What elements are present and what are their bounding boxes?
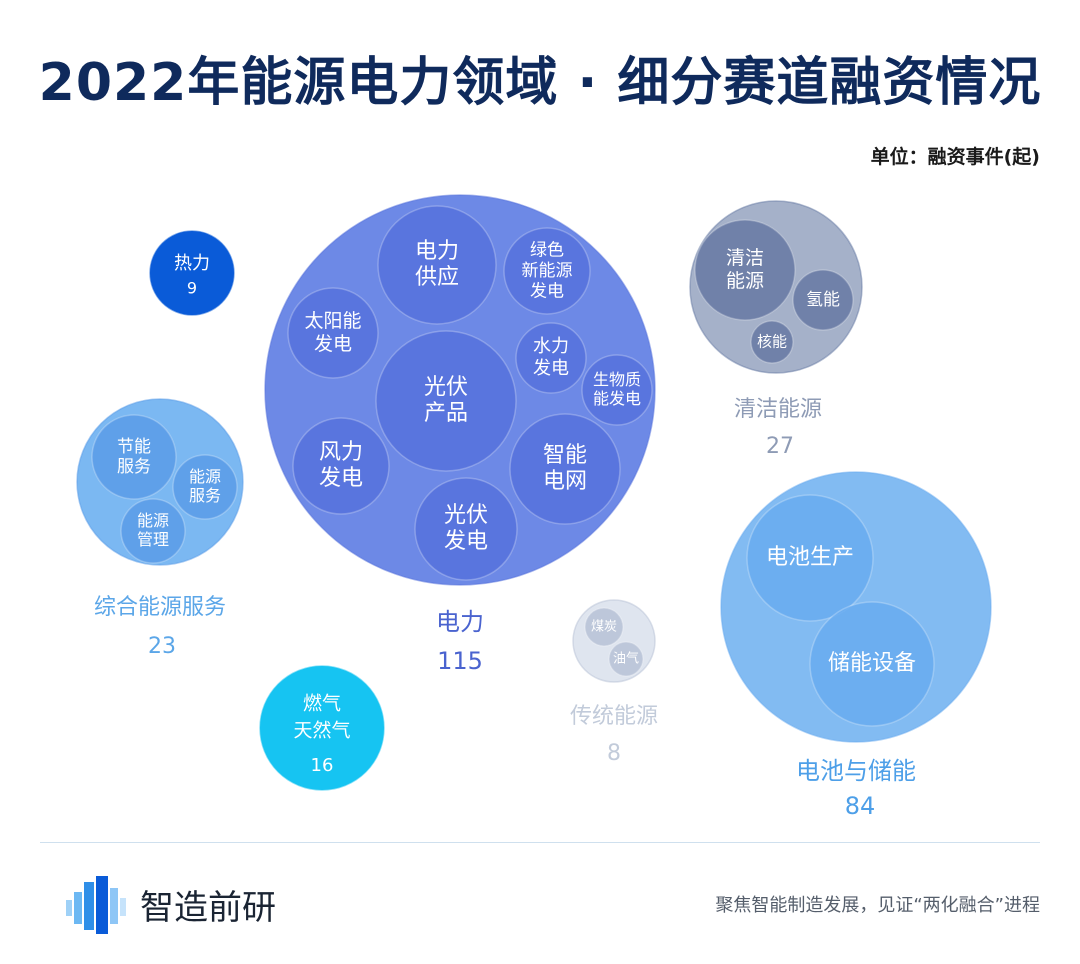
sub-bubble-0-3 <box>375 330 517 472</box>
bubble-text-3-0: 热力 <box>174 253 210 274</box>
sub-bubble-2-2 <box>120 498 186 564</box>
sub-bubble-0-1 <box>503 227 591 315</box>
brand-logo-icon <box>66 876 126 934</box>
sub-bubble-label-1-1: 氢能 <box>806 290 840 310</box>
sub-bubble-label-2-0: 服务 <box>117 457 151 477</box>
footer-divider <box>40 842 1040 843</box>
sub-bubble-4-1 <box>809 601 935 727</box>
sub-bubble-0-6 <box>292 417 390 515</box>
sub-bubble-label-0-3: 光伏 <box>424 375 468 400</box>
page-title: 2022年能源电力领域 · 细分赛道融资情况 <box>38 53 1042 113</box>
bubble-label-2: 综合能源服务 <box>94 595 226 620</box>
sub-bubble-label-1-0: 清洁 <box>726 247 764 269</box>
bubble-6 <box>259 665 385 791</box>
sub-bubble-5-0 <box>584 607 624 647</box>
sub-bubble-label-0-1: 发电 <box>530 281 564 301</box>
sub-bubble-0-7 <box>509 413 621 525</box>
sub-bubble-1-2 <box>750 320 794 364</box>
sub-bubble-label-0-7: 智能 <box>543 443 587 468</box>
sub-bubble-label-0-0: 供应 <box>415 265 459 290</box>
sub-bubble-label-0-8: 发电 <box>444 529 488 554</box>
bubble-group-0: 电力供应绿色新能源发电太阳能发电光伏产品水力发电生物质能发电风力发电智能电网光伏… <box>264 194 656 675</box>
sub-bubble-label-4-1: 储能设备 <box>828 651 916 676</box>
sub-bubble-label-5-0: 煤炭 <box>591 620 617 635</box>
bubble-label-5: 传统能源 <box>570 704 658 729</box>
sub-bubble-0-4 <box>515 322 587 394</box>
sub-bubble-label-0-5: 生物质 <box>593 370 641 389</box>
bubble-label-1: 清洁能源 <box>734 397 822 422</box>
bubble-value-2: 23 <box>148 634 176 659</box>
sub-bubble-label-0-1: 绿色 <box>530 241 564 261</box>
sub-bubble-label-0-8: 光伏 <box>444 503 488 528</box>
bubble-value-4: 84 <box>845 792 876 820</box>
sub-bubble-label-0-6: 发电 <box>319 466 363 491</box>
sub-bubble-5-1 <box>608 641 644 677</box>
sub-bubble-1-0 <box>694 219 796 321</box>
sub-bubble-0-0 <box>377 205 497 325</box>
sub-bubble-1-1 <box>792 269 854 331</box>
bubble-value-5: 8 <box>607 741 621 766</box>
sub-bubble-label-2-2: 能源 <box>137 511 169 530</box>
sub-bubble-label-0-2: 太阳能 <box>304 310 361 332</box>
brand: 智造前研 <box>62 872 276 936</box>
sub-bubble-label-0-7: 电网 <box>543 469 587 494</box>
bubble-label-0: 电力 <box>436 608 484 636</box>
bubble-chart: 电力供应绿色新能源发电太阳能发电光伏产品水力发电生物质能发电风力发电智能电网光伏… <box>76 194 992 820</box>
sub-bubble-label-0-3: 产品 <box>424 401 468 426</box>
bubble-label-4: 电池与储能 <box>796 757 916 785</box>
bubble-group-3: 热力 9 <box>149 230 235 316</box>
brand-name: 智造前研 <box>140 887 276 928</box>
sub-bubble-2-1 <box>172 454 238 520</box>
sub-bubble-label-1-2: 核能 <box>757 333 787 351</box>
bubble-text-6-0: 燃气 <box>303 693 341 715</box>
sub-bubble-label-0-0: 电力 <box>415 239 459 264</box>
sub-bubble-label-0-1: 新能源 <box>522 261 573 281</box>
sub-bubble-0-5 <box>581 354 653 426</box>
sub-bubble-label-2-0: 节能 <box>117 437 151 457</box>
sub-bubble-label-0-5: 能发电 <box>593 389 641 408</box>
bubble-text-6-1: 天然气 <box>293 720 350 742</box>
footer-slogan: 聚焦智能制造发展，见证“两化融合”进程 <box>715 895 1040 916</box>
sub-bubble-label-0-4: 发电 <box>533 358 569 379</box>
bubble-text-3-1: 9 <box>187 279 197 298</box>
sub-bubble-0-2 <box>287 287 379 379</box>
bubble-text-6-2: 16 <box>311 755 334 776</box>
bubble-value-0: 115 <box>437 647 483 675</box>
sub-bubble-2-0 <box>91 414 177 500</box>
sub-bubble-label-2-1: 能源 <box>189 467 221 486</box>
sub-bubble-label-0-2: 发电 <box>314 333 352 355</box>
sub-bubble-label-2-2: 管理 <box>137 530 169 549</box>
sub-bubble-label-1-0: 能源 <box>726 270 764 292</box>
sub-bubble-label-4-0: 电池生产 <box>766 545 854 570</box>
bubble-value-1: 27 <box>766 434 794 459</box>
sub-bubble-label-2-1: 服务 <box>189 486 221 505</box>
sub-bubble-label-0-6: 风力 <box>319 440 363 465</box>
unit-label: 单位：融资事件(起) <box>870 146 1040 168</box>
sub-bubble-4-0 <box>746 494 874 622</box>
bubble-3 <box>149 230 235 316</box>
sub-bubble-0-8 <box>414 477 518 581</box>
sub-bubble-label-5-1: 油气 <box>613 651 639 667</box>
sub-bubble-label-0-4: 水力 <box>533 336 569 357</box>
